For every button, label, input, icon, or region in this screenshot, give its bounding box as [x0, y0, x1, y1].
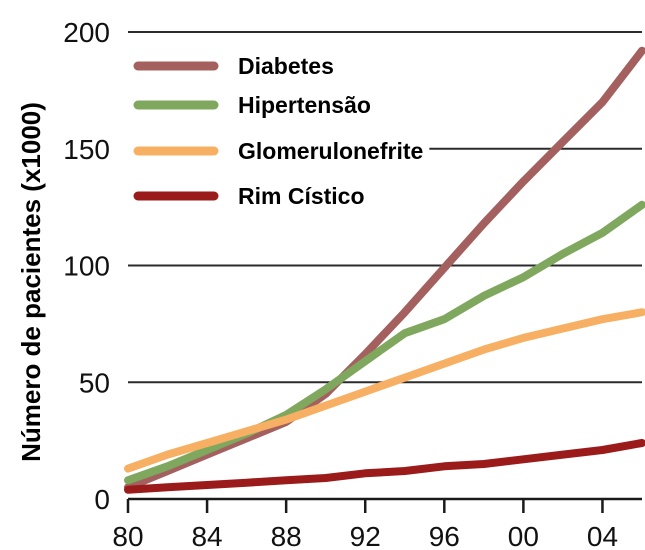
series-lines [124, 46, 645, 494]
series-line-hipertens-o [124, 200, 645, 485]
x-axis [126, 497, 642, 513]
y-tick-labels: 0 50 100 150 200 [63, 17, 110, 515]
series-line-diabetes [124, 46, 645, 492]
y-tick-label-100: 100 [63, 251, 110, 282]
x-tick-labels: 80 84 88 92 96 00 04 [112, 521, 618, 550]
x-tick-label-80: 80 [112, 521, 143, 550]
y-tick-label-0: 0 [94, 484, 110, 515]
x-tick-label-88: 88 [271, 521, 302, 550]
series-line-rim-c-stico [124, 439, 645, 494]
x-tick-label-04: 04 [587, 521, 618, 550]
x-tick-label-00: 00 [508, 521, 539, 550]
y-tick-label-50: 50 [79, 367, 110, 398]
legend: Diabetes Hipertensão Glomerulonefrite Rim C… [126, 49, 430, 213]
y-axis-label: Número de pacientes (x1000) [16, 102, 46, 462]
x-tick-label-92: 92 [350, 521, 381, 550]
x-tick-label-84: 84 [191, 521, 222, 550]
legend-label-diabetes: Diabetes [238, 53, 334, 79]
legend-label-hipertens-o: Hipertensão [238, 92, 371, 118]
series-line-glomerulonefrite [124, 308, 645, 473]
legend-label-glomerulonefrite: Glomerulonefrite [238, 138, 423, 164]
x-tick-label-96: 96 [429, 521, 460, 550]
y-tick-label-150: 150 [63, 134, 110, 165]
legend-label-rim-c-stico: Rim Cístico [238, 183, 365, 209]
y-tick-label-200: 200 [63, 17, 110, 48]
